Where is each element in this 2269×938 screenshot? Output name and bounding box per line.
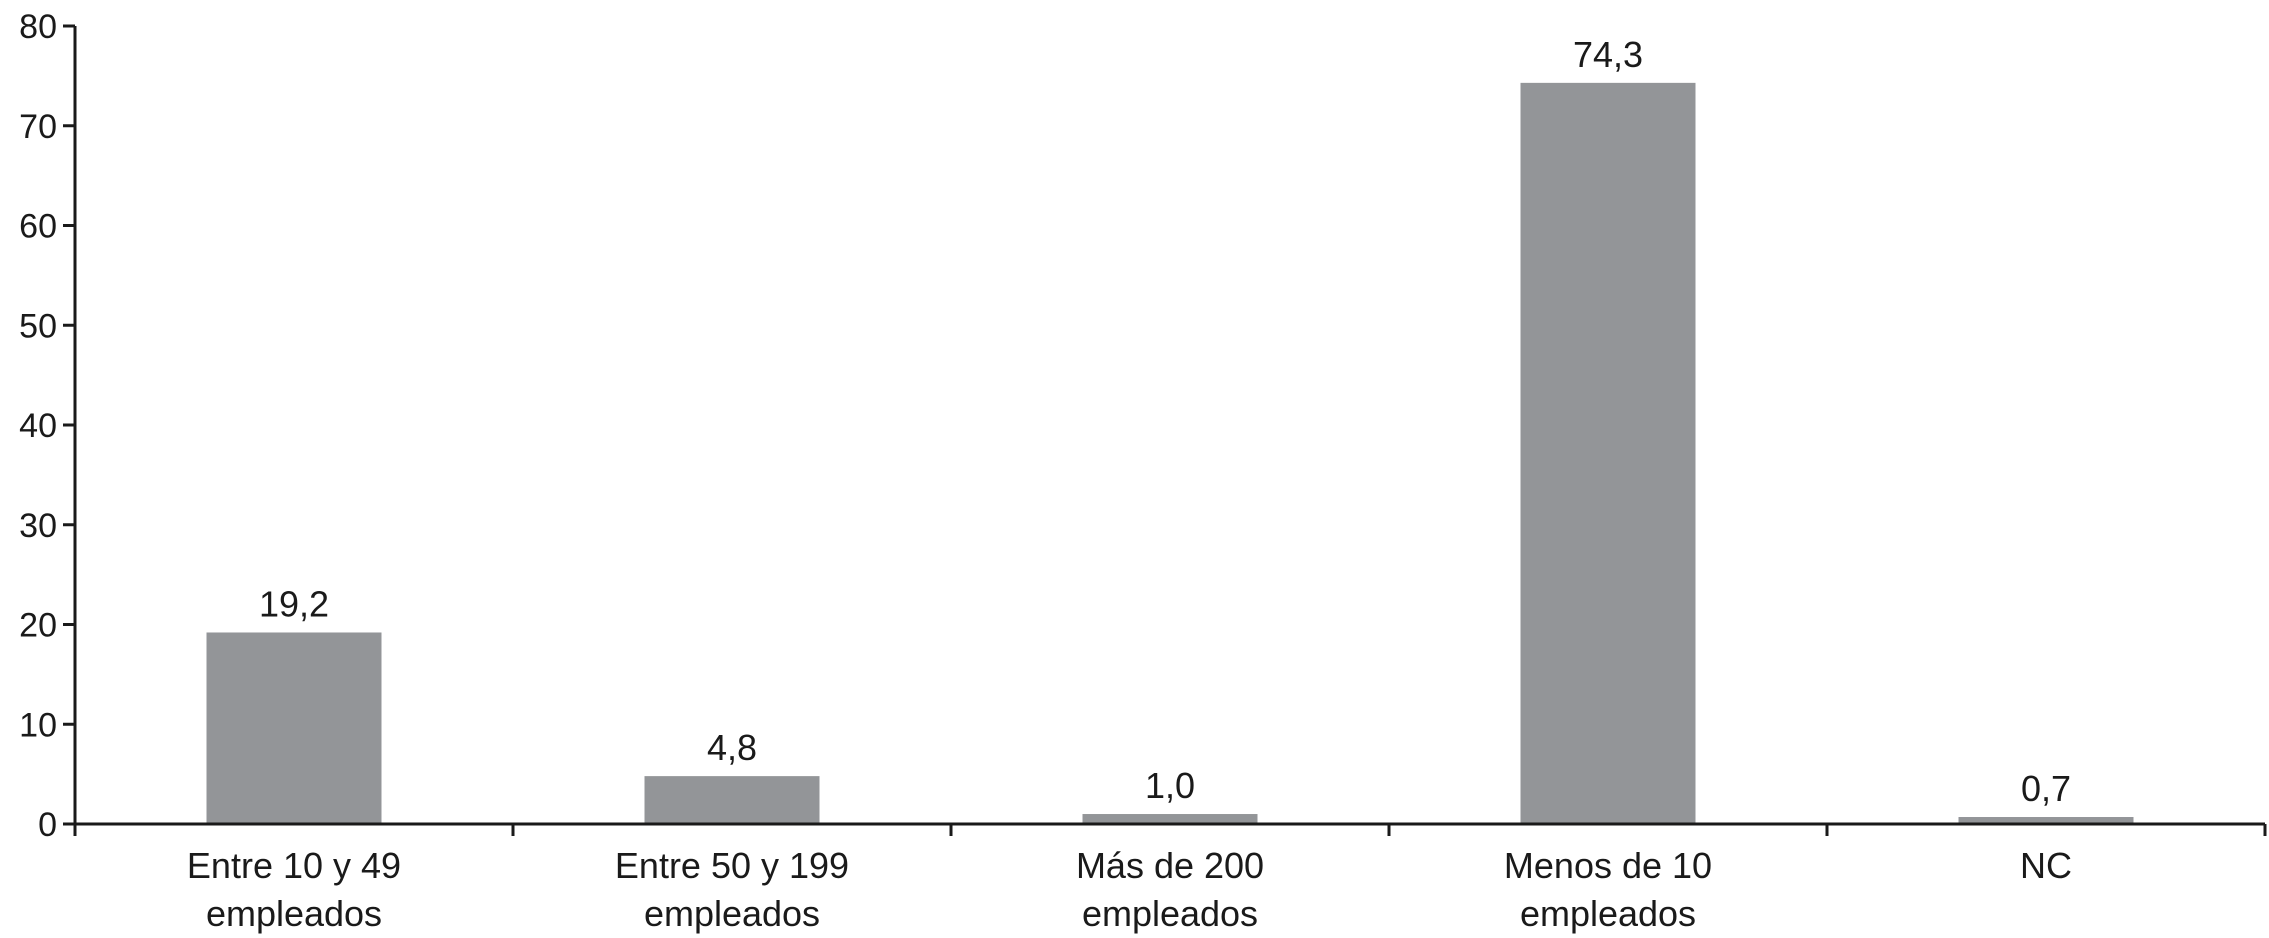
bar xyxy=(1958,817,2134,824)
y-tick-label: 40 xyxy=(19,407,57,445)
data-label: 19,2 xyxy=(259,583,329,624)
category-label: Más de 200 xyxy=(1076,845,1264,886)
data-label: 1,0 xyxy=(1145,765,1195,806)
bar xyxy=(1082,814,1258,824)
data-label: 0,7 xyxy=(2021,768,2071,809)
category-label: empleados xyxy=(1520,893,1696,934)
y-tick-label: 70 xyxy=(19,108,57,146)
y-tick-label: 10 xyxy=(19,706,57,744)
y-tick-label: 60 xyxy=(19,208,57,246)
y-tick-label: 0 xyxy=(38,806,57,844)
data-label: 74,3 xyxy=(1573,34,1643,75)
y-tick-label: 50 xyxy=(19,307,57,345)
category-label: NC xyxy=(2020,845,2072,886)
bar xyxy=(644,776,820,824)
category-label: Entre 10 y 49 xyxy=(187,845,401,886)
data-label: 4,8 xyxy=(707,727,757,768)
data-labels: 19,2 4,8 1,0 74,3 0,7 xyxy=(259,34,2071,809)
x-axis-ticks xyxy=(73,824,2267,836)
category-label: empleados xyxy=(206,893,382,934)
bar xyxy=(206,632,382,824)
category-labels: Entre 10 y 49 empleados Entre 50 y 199 empl… xyxy=(187,845,2072,934)
bar xyxy=(1520,82,1696,825)
y-tick-label: 30 xyxy=(19,507,57,545)
bars xyxy=(206,82,2134,825)
y-tick-label: 20 xyxy=(19,607,57,645)
y-tick-label: 80 xyxy=(19,8,57,46)
category-label: empleados xyxy=(1082,893,1258,934)
category-label: Entre 50 y 199 xyxy=(615,845,849,886)
category-label: empleados xyxy=(644,893,820,934)
y-axis-ticks: 0 10 20 30 40 50 60 70 80 xyxy=(19,8,75,844)
category-label: Menos de 10 xyxy=(1504,845,1712,886)
